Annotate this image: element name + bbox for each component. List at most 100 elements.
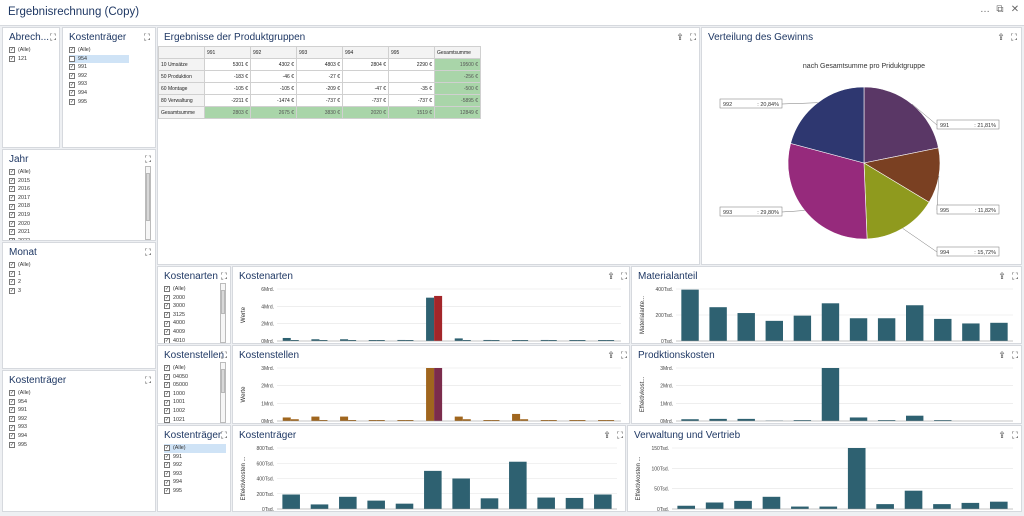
bar[interactable] <box>340 416 349 421</box>
bar[interactable] <box>480 498 499 509</box>
bar[interactable] <box>454 416 463 421</box>
maximize-icon[interactable]: ⛶ <box>689 32 697 42</box>
bar[interactable] <box>454 338 463 341</box>
bar[interactable] <box>282 337 291 341</box>
bar[interactable] <box>598 420 607 421</box>
bar[interactable] <box>962 323 980 341</box>
maximize-icon[interactable]: ⛶ <box>220 430 228 440</box>
bar[interactable] <box>348 420 357 421</box>
checkbox[interactable]: ✓ <box>9 186 15 193</box>
bar[interactable] <box>348 340 357 341</box>
filter-item[interactable]: ✓ 994 <box>9 432 31 441</box>
checkbox[interactable]: ✓ <box>9 288 15 295</box>
bar[interactable] <box>491 420 500 421</box>
bar-chart-produktion[interactable]: Effektivkost... 0Mrd. 1Mrd. 2Mrd. 3Mrd. <box>632 362 1022 424</box>
filter-item[interactable]: ✓ 2019 <box>9 211 31 220</box>
bar[interactable] <box>462 340 471 341</box>
bar[interactable] <box>765 320 783 341</box>
filter-item[interactable]: ✓ 993 <box>69 80 129 89</box>
checkbox[interactable]: ✓ <box>9 433 15 440</box>
maximize-icon[interactable]: ⛶ <box>1010 32 1018 42</box>
bar[interactable] <box>397 420 406 421</box>
checkbox[interactable]: ✓ <box>9 55 15 62</box>
bar[interactable] <box>933 504 951 509</box>
checkbox[interactable] <box>69 55 75 62</box>
bar[interactable] <box>737 418 755 421</box>
checkbox[interactable]: ✓ <box>9 262 15 269</box>
pivot-grid[interactable]: 991 992 993 994 995 Gesamtsumme 10 Umsätze 5301… <box>158 46 481 119</box>
filter-item[interactable]: ✓ (Alle) <box>164 285 186 294</box>
bar[interactable] <box>705 502 724 509</box>
maximize-icon[interactable]: ⛶ <box>144 375 152 385</box>
bar[interactable] <box>904 490 923 509</box>
bar[interactable] <box>424 470 442 509</box>
maximize-icon[interactable]: ⛶ <box>143 32 151 42</box>
checkbox[interactable]: ✓ <box>164 373 170 380</box>
checkbox[interactable]: ✓ <box>164 337 170 344</box>
bar[interactable] <box>569 340 578 341</box>
filter-item[interactable]: ✓ 995 <box>69 98 129 107</box>
bar[interactable] <box>906 305 924 341</box>
checkbox[interactable]: ✓ <box>9 177 15 184</box>
filter-item[interactable]: ✓ 2018 <box>9 202 31 211</box>
filter-item[interactable]: 954 <box>69 54 129 64</box>
filter-item[interactable]: ✓ 4009 <box>164 328 186 337</box>
filter-item[interactable]: ✓ 1001 <box>164 398 188 407</box>
bar[interactable] <box>961 502 980 509</box>
filter-item[interactable]: ✓ 2015 <box>9 177 31 186</box>
column-header[interactable]: 991 <box>204 46 251 59</box>
bar[interactable] <box>434 368 443 421</box>
maximize-icon[interactable]: ⛶ <box>144 247 152 257</box>
bar[interactable] <box>319 340 328 341</box>
bar[interactable] <box>548 340 557 341</box>
checkbox[interactable]: ✓ <box>9 416 15 423</box>
checkbox[interactable]: ✓ <box>69 73 75 80</box>
bar[interactable] <box>368 340 377 341</box>
bar[interactable] <box>483 420 492 421</box>
export-icon[interactable]: ⇪ <box>603 430 611 440</box>
filter-item[interactable]: ✓ (Alle) <box>9 46 31 55</box>
checkbox[interactable]: ✓ <box>9 212 15 219</box>
bar[interactable] <box>598 340 607 341</box>
filter-item[interactable]: ✓ 3125 <box>164 311 186 320</box>
export-icon[interactable]: ⇪ <box>998 271 1006 281</box>
filter-item[interactable]: ✓ 1 <box>9 270 31 279</box>
checkbox[interactable]: ✓ <box>69 90 75 97</box>
bar[interactable] <box>709 418 727 421</box>
bar[interactable] <box>509 461 527 509</box>
bar[interactable] <box>368 420 377 421</box>
checkbox[interactable]: ✓ <box>69 47 75 54</box>
maximize-icon[interactable]: ⛶ <box>620 350 628 360</box>
maximize-icon[interactable]: ⛶ <box>144 154 152 164</box>
column-header[interactable]: 994 <box>342 46 389 59</box>
scrollbar[interactable] <box>220 362 226 423</box>
bar[interactable] <box>340 339 349 341</box>
checkbox[interactable]: ✓ <box>164 462 170 469</box>
bar[interactable] <box>311 339 320 341</box>
checkbox[interactable]: ✓ <box>69 81 75 88</box>
export-icon[interactable]: ⇪ <box>998 350 1006 360</box>
checkbox[interactable]: ✓ <box>9 441 15 448</box>
bar[interactable] <box>426 297 435 341</box>
filter-item[interactable]: ✓ 2017 <box>9 194 31 203</box>
maximize-icon[interactable]: ⛶ <box>220 350 228 360</box>
checkbox[interactable]: ✓ <box>164 391 170 398</box>
bar[interactable] <box>594 494 612 509</box>
bar[interactable] <box>821 303 840 341</box>
checkbox[interactable]: ✓ <box>9 407 15 414</box>
checkbox[interactable]: ✓ <box>164 294 170 301</box>
bar[interactable] <box>819 506 838 509</box>
pie-slice-994[interactable] <box>863 162 930 240</box>
bar[interactable] <box>877 318 896 341</box>
bar[interactable] <box>452 478 470 510</box>
filter-item[interactable]: ✓2022 <box>9 237 31 240</box>
bar[interactable] <box>849 318 868 341</box>
export-icon[interactable]: ⇪ <box>997 32 1005 42</box>
column-header[interactable] <box>158 46 205 59</box>
scrollbar[interactable] <box>220 283 226 343</box>
bar[interactable] <box>569 420 578 421</box>
filter-item[interactable]: ✓ 3 <box>9 287 31 296</box>
bar[interactable] <box>339 496 357 509</box>
filter-item[interactable]: ✓ 994 <box>69 89 129 98</box>
bar[interactable] <box>577 340 586 341</box>
